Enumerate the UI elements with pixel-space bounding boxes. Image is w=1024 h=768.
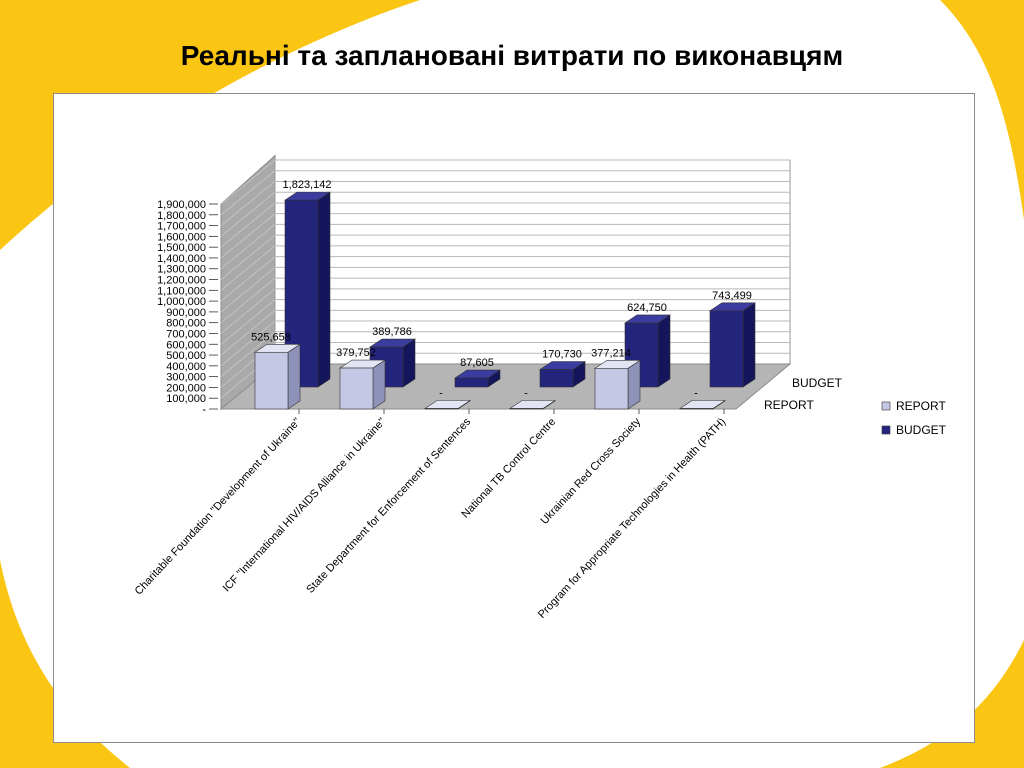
y-tick-label: 1,500,000	[157, 242, 206, 254]
report-bar	[509, 399, 556, 410]
x-category-label: State Department for Enforcement of Sent…	[304, 415, 473, 595]
background-swoosh-bottom-left	[0, 560, 130, 768]
side-gridline	[220, 202, 276, 248]
budget-bar-front	[709, 310, 744, 388]
budget-value-label: 389,786	[372, 326, 412, 338]
report-bar-front	[254, 351, 289, 410]
background-swoosh-bottom-right	[880, 640, 1024, 768]
report-bar-side	[372, 359, 386, 410]
report-bar-front	[594, 368, 629, 410]
budget-bar-front	[539, 369, 574, 388]
side-gridline	[220, 224, 276, 270]
chart-back-panel	[274, 159, 791, 365]
y-tick-label: 1,100,000	[157, 285, 206, 297]
report-bar	[254, 343, 301, 410]
side-gridline	[220, 213, 276, 259]
budget-bar-side	[317, 191, 331, 388]
side-gridline	[220, 256, 276, 302]
budget-bar	[709, 302, 756, 388]
report-value-label: 525,658	[251, 331, 291, 343]
budget-bar-front	[454, 377, 489, 388]
report-value-label: 377,214	[591, 347, 631, 359]
side-gridline	[220, 191, 276, 237]
legend-swatch	[881, 425, 891, 435]
budget-value-label: 624,750	[627, 302, 667, 314]
budget-bar-side	[742, 302, 756, 388]
y-tick-label: 1,300,000	[157, 264, 206, 276]
report-bar	[339, 359, 386, 410]
x-category-label: Program for Appropriate Technologies in …	[536, 416, 728, 621]
y-tick-label: 700,000	[166, 328, 206, 340]
side-gridline	[220, 245, 276, 291]
background-swoosh-top-right	[940, 0, 1024, 220]
x-category-label: ICF "International HIV/AIDS Alliance in …	[221, 416, 389, 595]
y-tick-label: 800,000	[166, 318, 206, 330]
budget-value-label: 1,823,142	[283, 179, 332, 191]
side-gridline	[220, 159, 276, 205]
side-gridline	[220, 320, 276, 367]
y-tick-label: 500,000	[166, 350, 206, 362]
background-swoosh-top-left	[0, 0, 420, 250]
chart-frame: -100,000 200,000 300,000 400,000 500,000 600,…	[53, 93, 975, 743]
y-tick-label: 1,700,000	[157, 221, 206, 233]
y-tick-label: 900,000	[166, 307, 206, 319]
y-tick-label: 1,600,000	[157, 231, 206, 243]
legend-swatch	[881, 401, 891, 411]
side-gridline	[220, 170, 276, 216]
y-tick-label: 1,400,000	[157, 253, 206, 265]
y-tick-label: 1,900,000	[157, 199, 206, 211]
bar-chart-3d: -100,000200,000300,000400,000500,000600,…	[133, 154, 947, 621]
y-tick-label: -	[202, 404, 206, 416]
report-bar	[424, 399, 471, 410]
report-bar-side	[627, 359, 641, 410]
depth-axis-label-budget: BUDGET	[792, 376, 843, 390]
report-bar	[679, 399, 726, 410]
report-bar-front	[509, 408, 544, 410]
depth-axis-label-report: REPORT	[764, 398, 814, 412]
x-category-label: National TB Control Centre	[459, 416, 558, 521]
slide-title: Реальні та заплановані витрати по викона…	[180, 40, 844, 71]
side-gridline	[220, 234, 276, 280]
budget-bar-side	[657, 314, 671, 388]
x-category-label: Charitable Foundation "Development of Uk…	[133, 416, 304, 598]
budget-value-label: 743,499	[712, 290, 752, 302]
budget-value-label: 87,605	[460, 357, 494, 369]
report-value-label: -	[524, 388, 528, 400]
budget-bar	[539, 360, 586, 388]
report-bar-front	[339, 367, 374, 410]
side-gridline	[220, 267, 276, 313]
budget-value-label: 170,730	[542, 349, 582, 361]
report-value-label: -	[439, 388, 443, 400]
budget-bar	[454, 369, 501, 388]
chart-legend: REPORT BUDGET	[881, 399, 947, 437]
report-bar-front	[424, 408, 459, 410]
side-gridline	[220, 277, 276, 323]
report-value-label: 379,752	[336, 347, 376, 359]
report-bar-side	[287, 343, 301, 410]
legend-label: REPORT	[896, 399, 946, 413]
y-tick-label: 1,800,000	[157, 210, 206, 222]
budget-bar	[284, 191, 331, 388]
side-gridline	[220, 181, 276, 226]
budget-bar-side	[402, 338, 416, 388]
side-gridline	[220, 299, 276, 345]
side-gridline	[220, 310, 276, 356]
legend-label: BUDGET	[896, 423, 947, 437]
report-bar	[594, 359, 641, 410]
y-tick-label: 600,000	[166, 339, 206, 351]
y-tick-label: 100,000	[166, 393, 206, 405]
side-gridline	[220, 331, 276, 377]
y-tick-label: 1,000,000	[157, 296, 206, 308]
report-value-label: -	[694, 388, 698, 400]
report-bar-front	[679, 408, 714, 410]
y-tick-label: 300,000	[166, 372, 206, 384]
x-category-label: Ukrainian Red Cross Society	[539, 416, 644, 527]
y-tick-label: 400,000	[166, 361, 206, 373]
y-tick-label: 200,000	[166, 382, 206, 394]
y-tick-label: 1,200,000	[157, 275, 206, 287]
side-gridline	[220, 288, 276, 334]
